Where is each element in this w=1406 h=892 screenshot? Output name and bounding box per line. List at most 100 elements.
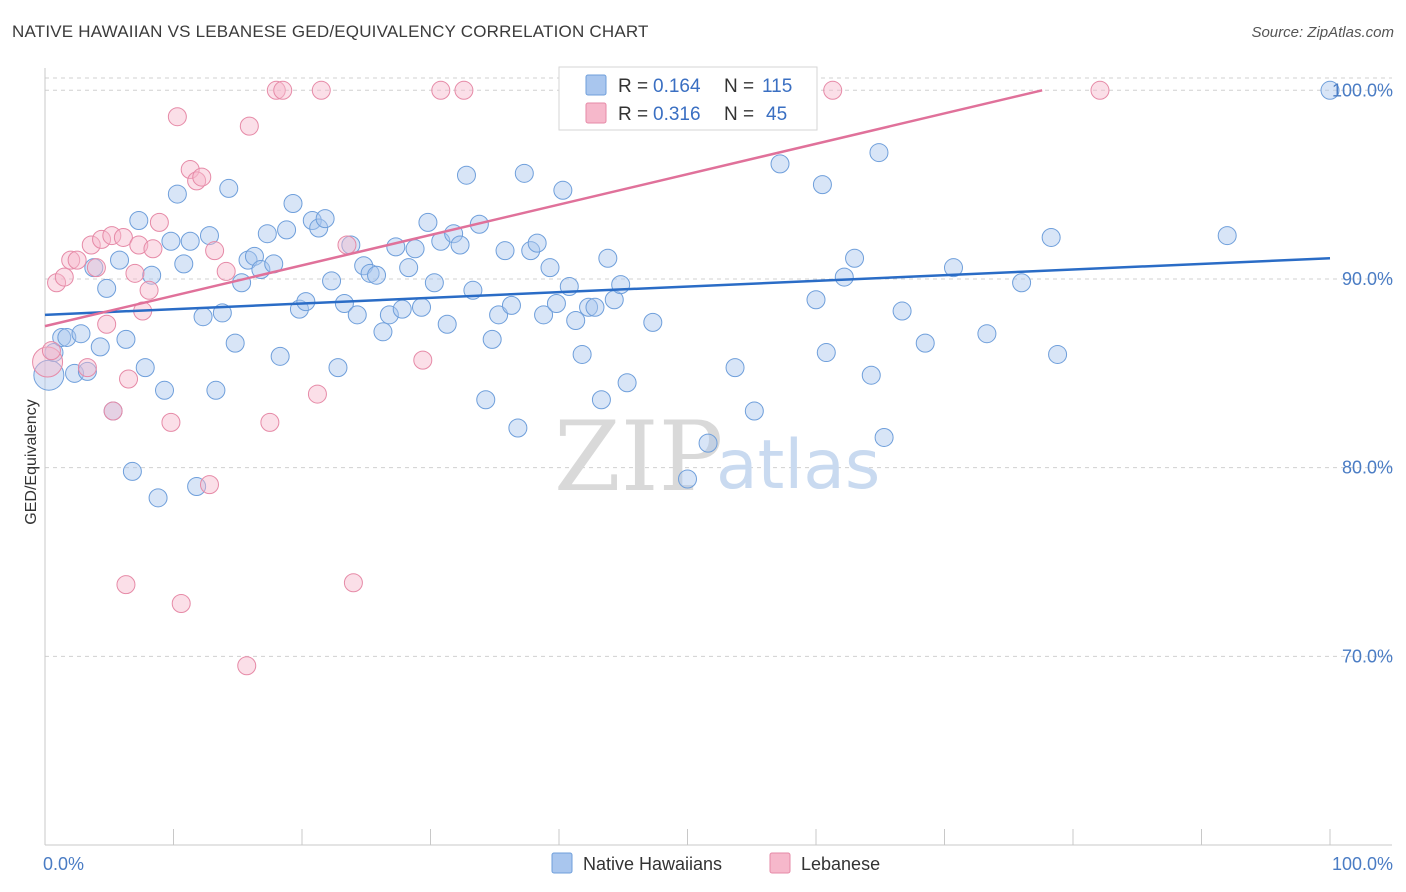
lebanese-point-26: [187, 171, 207, 191]
native-hawaiians-point-21: [174, 254, 194, 274]
native-hawaiians-point-104: [869, 143, 889, 163]
bottom-legend: Native Hawaiians Lebanese: [551, 852, 880, 874]
bottom-legend-label-native-hawaiians: Native Hawaiians: [583, 854, 722, 874]
native-hawaiians-point-46: [334, 294, 354, 314]
chart-title: NATIVE HAWAIIAN VS LEBANESE GED/EQUIVALE…: [12, 22, 649, 41]
lebanese-point-35: [273, 80, 293, 100]
trendlines: [44, 89, 1331, 328]
native-hawaiians-point-26: [206, 380, 226, 400]
native-hawaiians-point-70: [489, 305, 509, 325]
native-hawaiians-point-103: [861, 365, 881, 385]
legend-swatch-blue: [585, 74, 607, 96]
lebanese-point-20: [143, 239, 163, 259]
native-hawaiians-point-78: [540, 258, 560, 278]
native-hawaiians-point-31: [238, 250, 258, 270]
y-axis-label: GED/Equivalency: [23, 399, 40, 524]
lebanese-point-43: [823, 80, 843, 100]
lebanese-point-31: [237, 656, 257, 676]
native-hawaiians-point-87: [598, 248, 618, 268]
lebanese-point-29: [205, 241, 225, 261]
lebanese-point-32: [239, 116, 259, 136]
native-hawaiians-point-69: [482, 329, 502, 349]
native-hawaiians-point-84: [579, 297, 599, 317]
legend-n-value-2: 45: [766, 104, 787, 125]
legend-r-label-2: R =: [618, 104, 648, 125]
lebanese-point-42: [454, 80, 474, 100]
native-hawaiians-point-100: [816, 343, 836, 363]
native-hawaiians-point-75: [521, 241, 541, 261]
native-hawaiians-point-51: [367, 265, 387, 285]
x-tick-label-min: 0.0%: [43, 854, 84, 874]
native-hawaiians-point-106: [892, 301, 912, 321]
legend: R = 0.164 N = 115 R = 0.316 N = 45: [558, 66, 818, 131]
native-hawaiians-point-50: [360, 263, 380, 283]
bottom-legend-swatch-blue: [551, 852, 573, 874]
watermark: ZIP atlas: [554, 401, 880, 513]
native-hawaiians-point-11: [110, 250, 130, 270]
legend-r-value-1: 0.164: [653, 76, 701, 97]
native-hawaiians-point-114: [1320, 80, 1340, 100]
native-hawaiians-point-96: [770, 154, 790, 174]
native-hawaiians-point-62: [437, 314, 457, 334]
watermark-zip: ZIP: [554, 401, 723, 513]
native-hawaiians-point-92: [678, 469, 697, 489]
y-tick-label-90: 90.0%: [1342, 269, 1393, 289]
native-hawaiians-point-111: [1048, 344, 1068, 364]
trendline-native-hawaiians: [44, 256, 1331, 317]
series-lebanese: [32, 80, 1110, 676]
lebanese-point-6: [77, 358, 97, 378]
lebanese-point-10: [97, 314, 117, 334]
source-label: Source: ZipAtlas.com: [1251, 24, 1394, 41]
native-hawaiians-point-48: [347, 305, 367, 325]
native-hawaiians-point-15: [135, 358, 155, 378]
native-hawaiians-point-60: [424, 273, 444, 293]
native-hawaiians-point-13: [122, 461, 142, 481]
native-hawaiians-point-14: [129, 210, 149, 230]
native-hawaiians-point-22: [180, 231, 200, 251]
legend-n-label-2: N =: [724, 104, 754, 125]
x-tick-labels: 0.0% 100.0%: [43, 854, 1393, 874]
native-hawaiians-point-95: [744, 401, 764, 421]
native-hawaiians-point-44: [322, 271, 342, 291]
lebanese-point-17: [129, 235, 149, 255]
lebanese-point-38: [337, 235, 357, 255]
native-hawaiians-point-25: [199, 226, 219, 246]
native-hawaiians-point-1: [44, 343, 64, 363]
native-hawaiians-point-45: [328, 358, 348, 378]
lebanese-point-33: [260, 412, 280, 432]
native-hawaiians-point-110: [1012, 273, 1032, 293]
native-hawaiians-point-52: [373, 322, 393, 342]
native-hawaiians-point-36: [270, 346, 290, 366]
native-hawaiians-point-108: [943, 258, 963, 278]
native-hawaiians-point-37: [277, 220, 297, 240]
lebanese-point-15: [119, 369, 139, 389]
lebanese-point-8: [86, 258, 106, 278]
lebanese-point-0: [32, 346, 64, 378]
gridlines: [45, 77, 1392, 657]
lebanese-point-2: [47, 273, 67, 293]
bottom-legend-swatch-pink: [769, 852, 791, 874]
native-hawaiians-point-76: [527, 233, 547, 253]
native-hawaiians-point-16: [142, 265, 162, 285]
native-hawaiians-point-107: [915, 333, 935, 353]
legend-r-label-1: R =: [618, 76, 648, 97]
native-hawaiians-point-101: [834, 267, 854, 287]
native-hawaiians-point-113: [1217, 226, 1237, 246]
native-hawaiians-point-102: [845, 248, 865, 268]
x-tick-label-max: 100.0%: [1332, 854, 1393, 874]
lebanese-point-1: [41, 341, 61, 361]
native-hawaiians-point-19: [161, 231, 181, 251]
native-hawaiians-point-77: [534, 305, 554, 325]
native-hawaiians-point-20: [167, 184, 187, 204]
axes: [44, 68, 1392, 846]
y-tick-labels: 70.0% 80.0% 90.0% 100.0%: [1332, 80, 1393, 666]
lebanese-point-12: [103, 401, 123, 421]
native-hawaiians-point-40: [296, 292, 316, 312]
lebanese-point-28: [199, 475, 219, 495]
native-hawaiians-point-30: [232, 273, 252, 293]
lebanese-point-13: [113, 227, 133, 247]
lebanese-point-24: [171, 593, 191, 613]
native-hawaiians-point-43: [315, 209, 335, 229]
lebanese-point-27: [192, 167, 212, 187]
